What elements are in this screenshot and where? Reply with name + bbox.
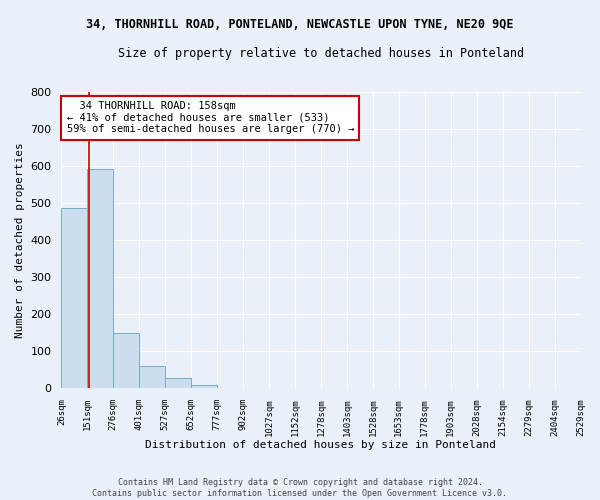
X-axis label: Distribution of detached houses by size in Ponteland: Distribution of detached houses by size … [145, 440, 496, 450]
Bar [61, 208, 88, 388]
Bar [191, 385, 217, 388]
Y-axis label: Number of detached properties: Number of detached properties [15, 142, 25, 338]
Text: 34 THORNHILL ROAD: 158sqm  
← 41% of detached houses are smaller (533)
59% of se: 34 THORNHILL ROAD: 158sqm ← 41% of detac… [67, 101, 354, 134]
Title: Size of property relative to detached houses in Ponteland: Size of property relative to detached ho… [118, 48, 524, 60]
Bar [166, 378, 191, 388]
Text: Contains HM Land Registry data © Crown copyright and database right 2024.
Contai: Contains HM Land Registry data © Crown c… [92, 478, 508, 498]
Bar [88, 170, 113, 388]
Text: 34, THORNHILL ROAD, PONTELAND, NEWCASTLE UPON TYNE, NE20 9QE: 34, THORNHILL ROAD, PONTELAND, NEWCASTLE… [86, 18, 514, 30]
Bar [113, 333, 139, 388]
Bar [139, 366, 166, 388]
